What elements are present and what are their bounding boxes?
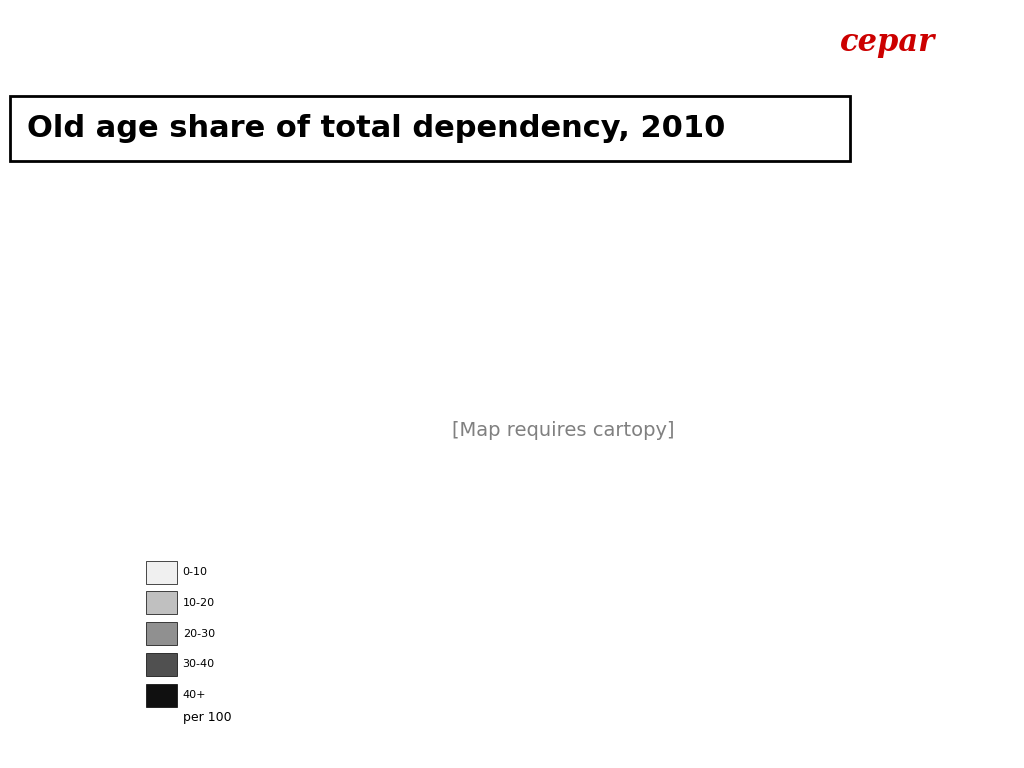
- Text: Australian
National
University: Australian National University: [133, 25, 189, 59]
- Text: 20-30: 20-30: [182, 628, 215, 639]
- Bar: [145, 653, 176, 676]
- Text: 40+: 40+: [182, 690, 206, 700]
- Text: 30-40: 30-40: [182, 659, 215, 670]
- Bar: [145, 591, 176, 614]
- Text: per 100: per 100: [182, 711, 231, 724]
- Text: 0-10: 0-10: [182, 567, 208, 578]
- Text: Old age share of total dependency, 2010: Old age share of total dependency, 2010: [27, 114, 725, 143]
- Text: cepar: cepar: [840, 27, 935, 58]
- Text: 21: 21: [966, 740, 993, 759]
- Bar: [145, 561, 176, 584]
- Text: [Map requires cartopy]: [Map requires cartopy]: [452, 421, 675, 439]
- Bar: [145, 684, 176, 707]
- Text: 10-20: 10-20: [182, 598, 215, 608]
- Bar: [145, 622, 176, 645]
